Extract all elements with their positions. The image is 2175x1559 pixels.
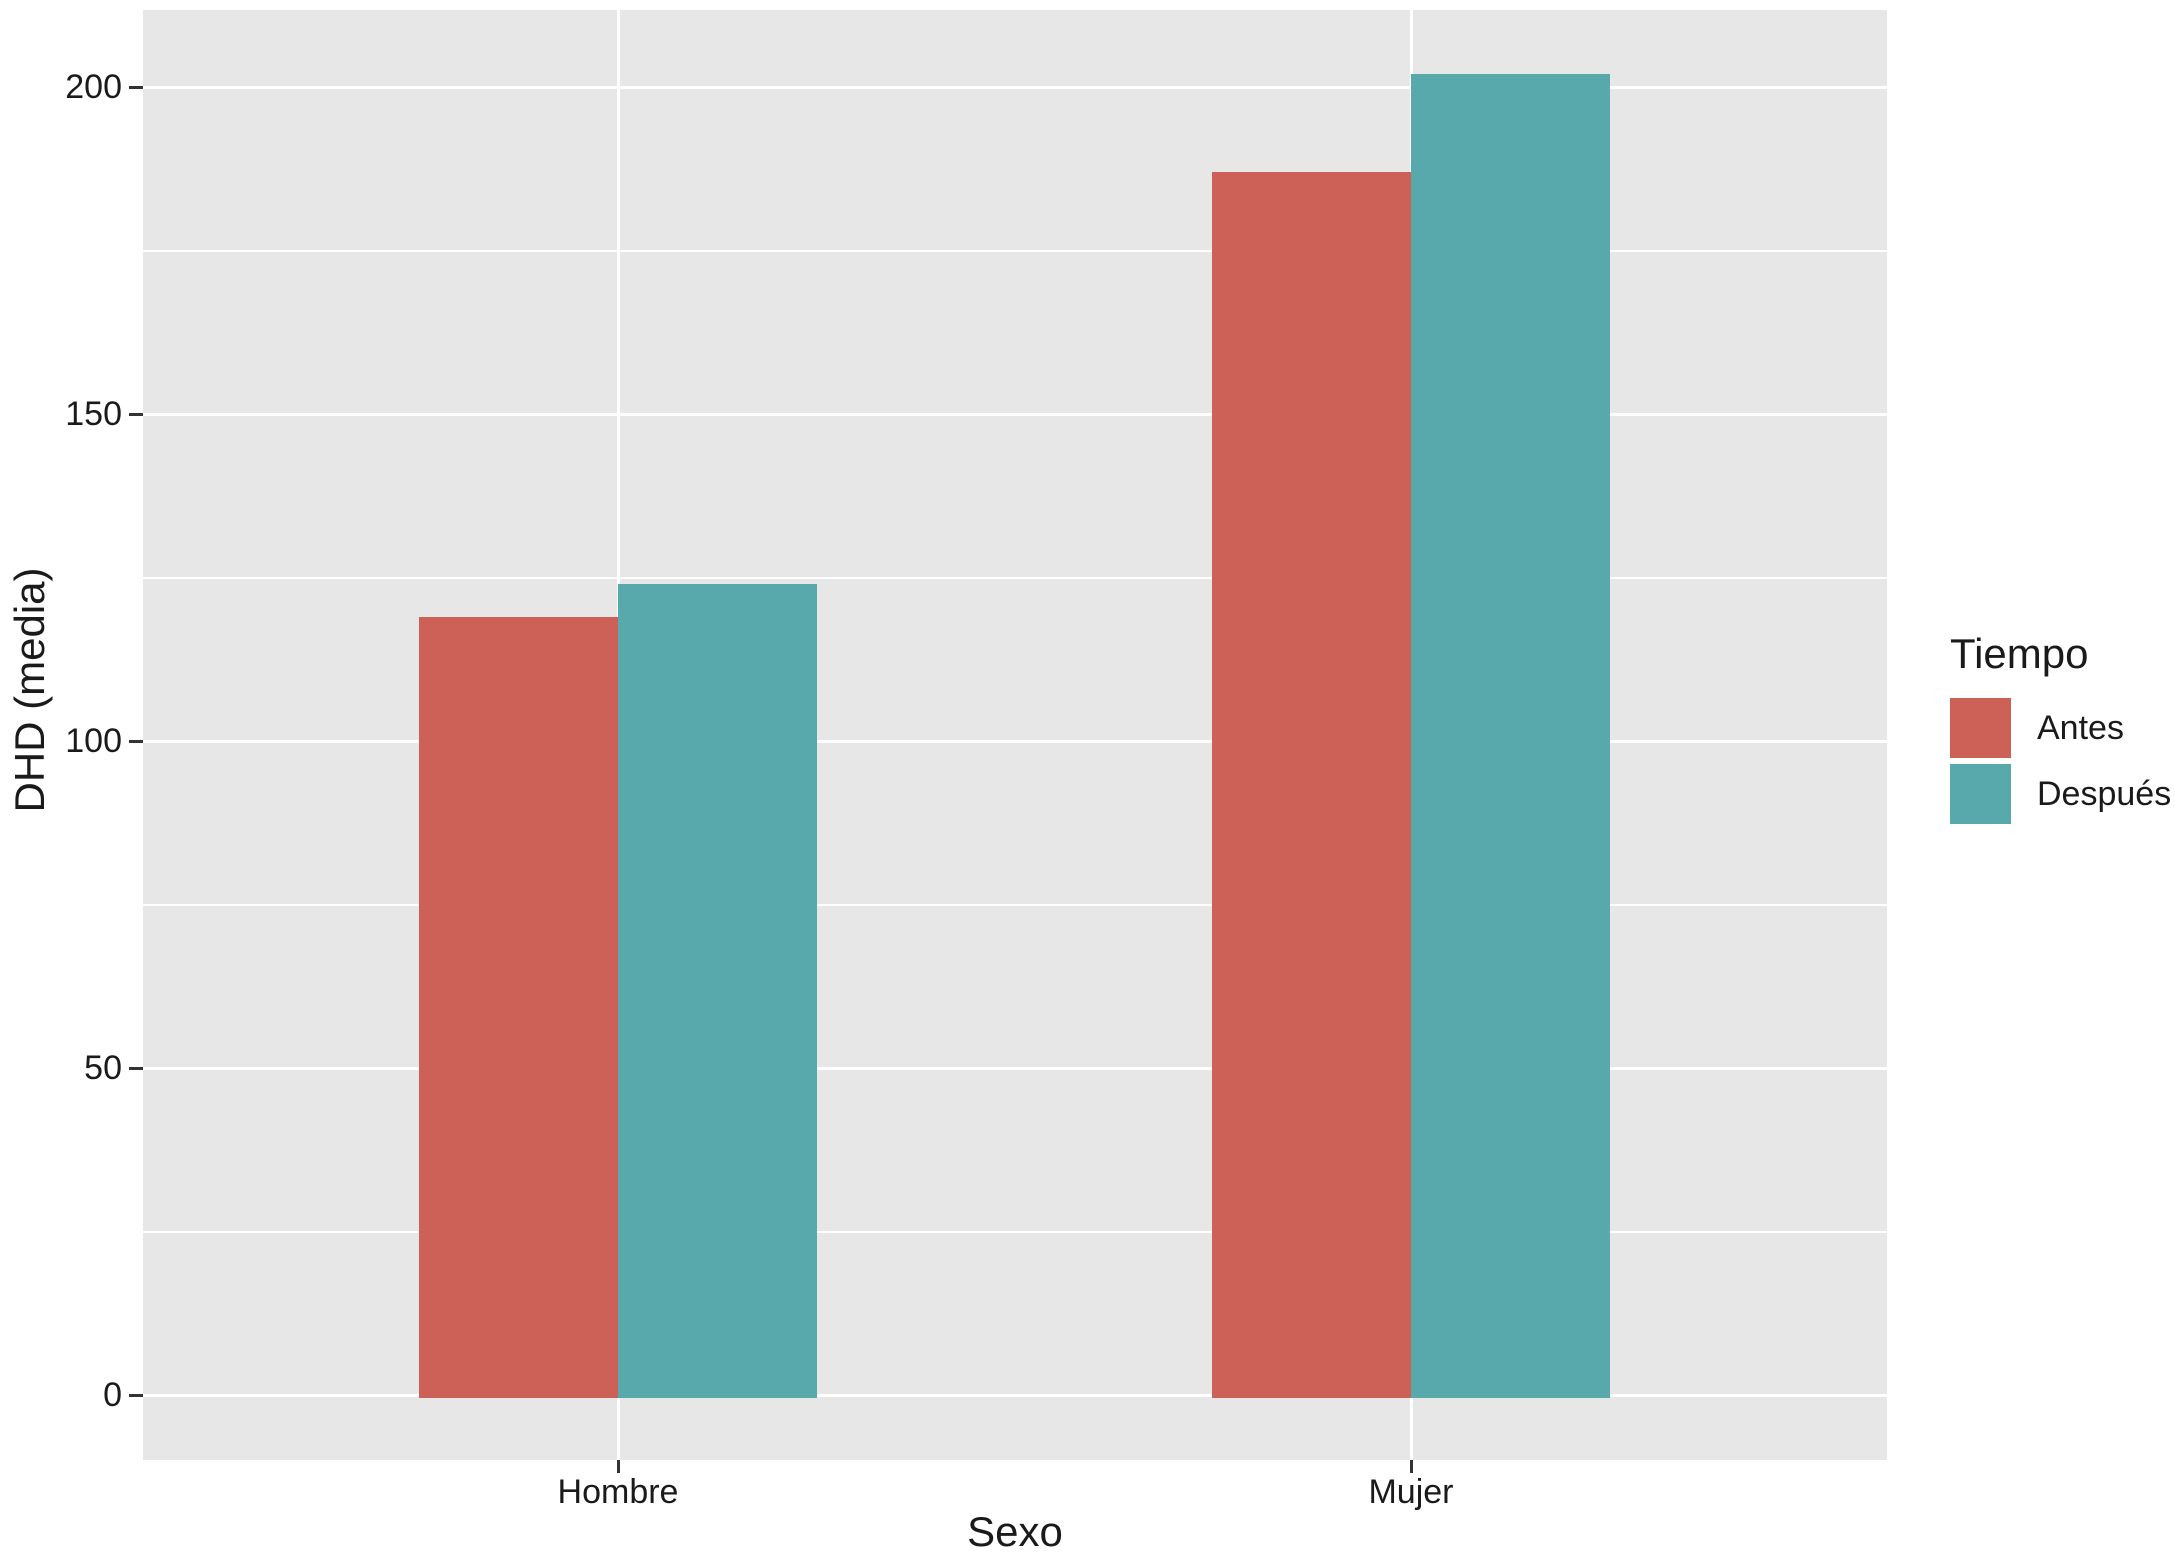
minor-gridline <box>143 1230 1887 1233</box>
minor-gridline <box>143 903 1887 906</box>
legend-label-despues: Después <box>2037 774 2172 813</box>
legend: Tiempo Antes Después <box>1950 630 2175 830</box>
bar-hombre-antes <box>419 616 618 1398</box>
y-tick-label: 150 <box>65 395 122 433</box>
legend-title: Tiempo <box>1950 630 2089 677</box>
y-tick-label: 100 <box>65 722 122 760</box>
y-tick-mark <box>129 739 143 743</box>
major-gridline <box>143 85 1887 89</box>
legend-item-despues: Después <box>1950 764 2175 824</box>
y-tick-mark <box>129 1393 143 1397</box>
y-tick-mark <box>129 412 143 416</box>
x-tick-mark <box>1409 1460 1413 1473</box>
y-tick-label: 0 <box>103 1376 122 1414</box>
y-tick-mark <box>129 1066 143 1070</box>
minor-gridline <box>143 249 1887 252</box>
major-gridline <box>143 1393 1887 1397</box>
y-tick-label: 200 <box>65 68 122 106</box>
y-tick-mark <box>129 85 143 89</box>
plot-panel <box>143 10 1887 1460</box>
legend-key-despues <box>1950 764 2011 824</box>
x-tick-mark <box>616 1460 620 1473</box>
y-tick-label: 50 <box>84 1049 122 1087</box>
bar-mujer-despues <box>1411 73 1610 1398</box>
bar-hombre-despues <box>618 584 817 1398</box>
x-tick-label: Mujer <box>1368 1473 1454 1511</box>
legend-item-antes: Antes <box>1950 698 2175 758</box>
legend-label-antes: Antes <box>2037 708 2124 747</box>
minor-gridline <box>143 576 1887 579</box>
x-axis-title: Sexo <box>967 1508 1063 1555</box>
bar-mujer-antes <box>1212 172 1411 1398</box>
major-gridline <box>143 1066 1887 1070</box>
x-tick-label: Hombre <box>557 1473 679 1511</box>
y-axis-title: DHD (media) <box>6 567 53 813</box>
legend-key-antes <box>1950 698 2011 758</box>
major-gridline <box>143 739 1887 743</box>
major-gridline <box>143 412 1887 416</box>
